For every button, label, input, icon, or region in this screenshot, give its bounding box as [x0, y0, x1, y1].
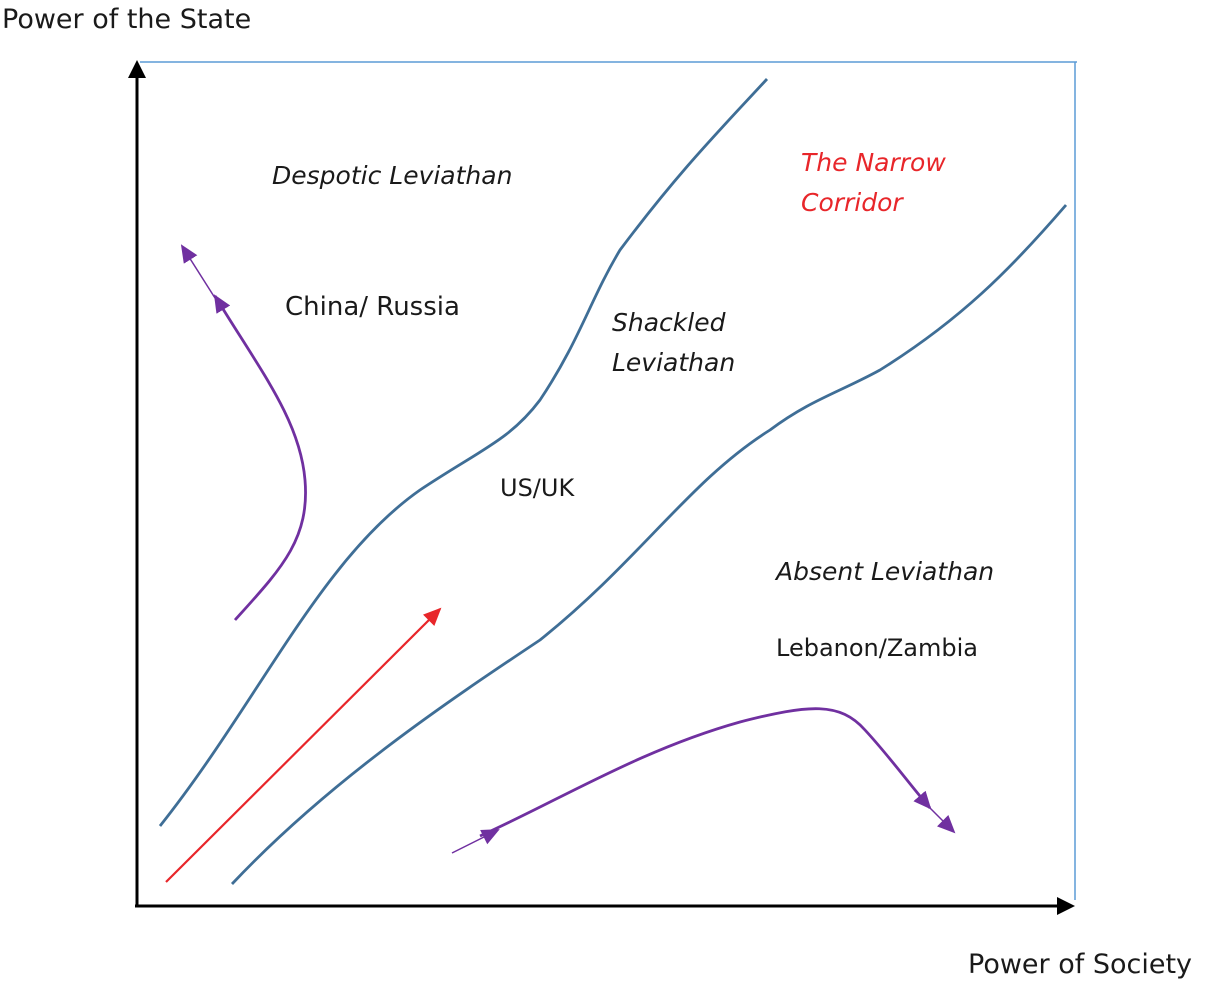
narrow-corridor-label: The Narrow Corridor — [801, 148, 946, 217]
absent-path-start — [451, 829, 500, 854]
absent-path-arrow — [479, 707, 932, 838]
upper-boundary-curve — [158, 78, 769, 827]
china-russia-label: China/ Russia — [285, 292, 460, 322]
absent-leviathan-label: Absent Leviathan — [776, 557, 995, 586]
corridor-arrow — [165, 607, 442, 883]
x-axis-label: Power of Society — [968, 949, 1193, 980]
despotic-path-arrow — [213, 294, 307, 621]
y-axis-arrowhead — [128, 60, 146, 78]
shackled-leviathan-label: Shackled Leviathan — [612, 308, 736, 377]
y-axis-label: Power of the State — [2, 4, 252, 35]
x-axis-arrowhead — [1057, 897, 1075, 915]
lower-boundary-curve — [230, 204, 1068, 885]
lebanon-zambia-label: Lebanon/Zambia — [776, 634, 978, 662]
absent-path-arrow-tip — [927, 805, 956, 834]
despotic-path-arrow-tip — [180, 244, 216, 299]
us-uk-label: US/UK — [500, 474, 575, 502]
despotic-leviathan-label: Despotic Leviathan — [272, 161, 513, 190]
